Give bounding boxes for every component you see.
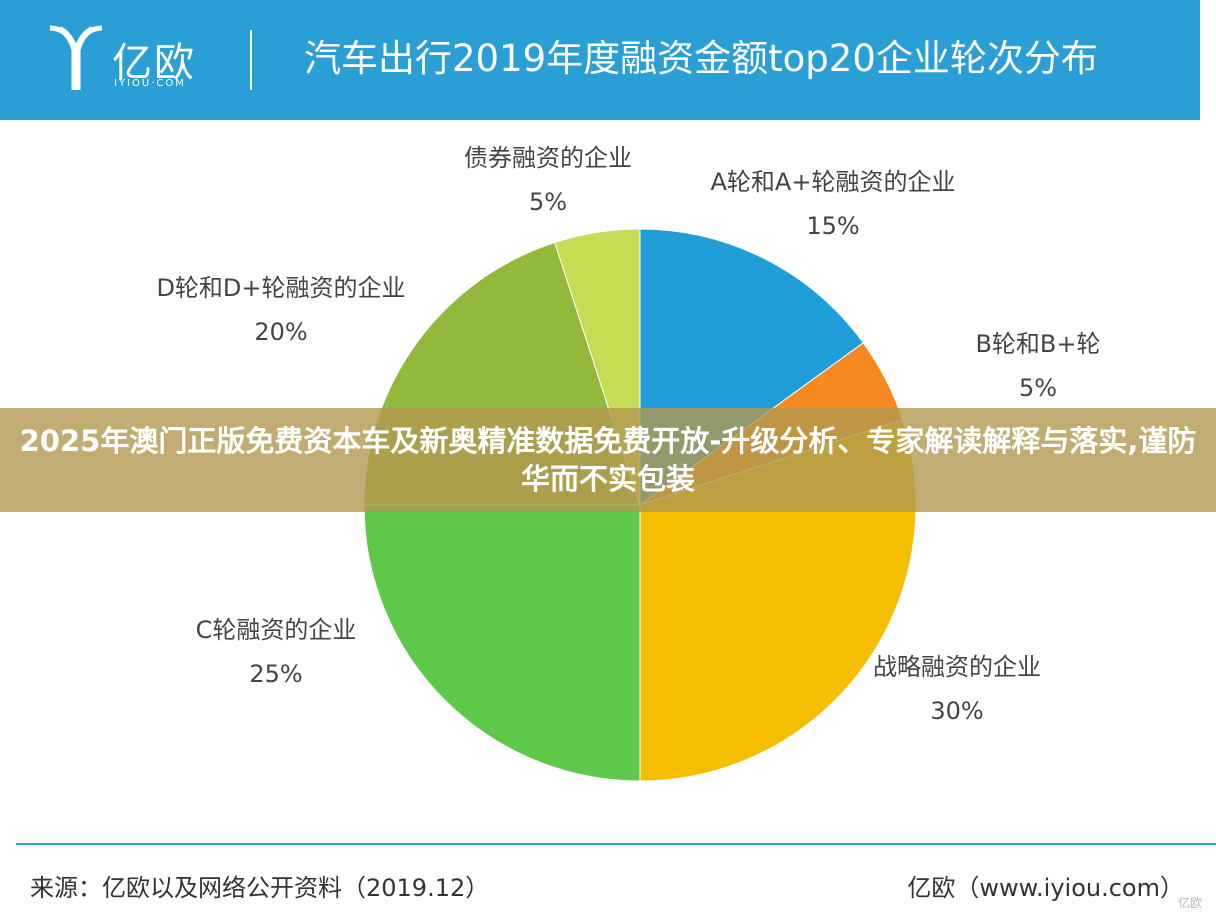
slice-label: A轮和A+轮融资的企业: [711, 168, 956, 196]
slice-label: 战略融资的企业: [873, 653, 1041, 681]
slice-label: 债券融资的企业: [464, 144, 632, 172]
header-divider: [250, 30, 252, 90]
slice-value-label: 5%: [529, 188, 567, 216]
logo-text: 亿欧: [112, 40, 196, 86]
banner-text: 2025年澳门正版免费资本车及新奥精准数据免费开放-升级分析、专家解读解释与落实…: [19, 424, 1197, 496]
pie-slice: [363, 504, 641, 782]
pie-labels: A轮和A+轮融资的企业 15% B轮和B+轮 5% 战略融资的企业 30% C轮融资的企业 2…: [156, 144, 1100, 725]
slice-label: B轮和B+轮: [975, 330, 1100, 358]
iyiou-logo-icon: [49, 25, 103, 90]
logo-subtext: IYIOU·COM: [114, 78, 186, 89]
watermark: 亿欧: [1177, 896, 1202, 910]
slice-value-label: 5%: [1019, 374, 1057, 402]
chart-title: 汽车出行2019年度融资金额top20企业轮次分布: [304, 37, 1098, 80]
slice-label: C轮融资的企业: [196, 616, 357, 644]
slice-label: D轮和D+轮融资的企业: [156, 274, 405, 302]
slice-value-label: 15%: [806, 212, 859, 240]
slice-value-label: 30%: [930, 697, 983, 725]
site-credit: 亿欧（www.iyiou.com）: [907, 874, 1184, 902]
footer-divider: [16, 843, 1216, 845]
overlay-banner: 2025年澳门正版免费资本车及新奥精准数据免费开放-升级分析、专家解读解释与落实…: [0, 408, 1216, 512]
slice-value-label: 20%: [254, 318, 307, 346]
slice-value-label: 25%: [249, 660, 302, 688]
header-bar: 亿欧 IYIOU·COM 汽车出行2019年度融资金额top20企业轮次分布: [0, 0, 1200, 120]
source-note: 来源：亿欧以及网络公开资料（2019.12）: [30, 874, 490, 902]
